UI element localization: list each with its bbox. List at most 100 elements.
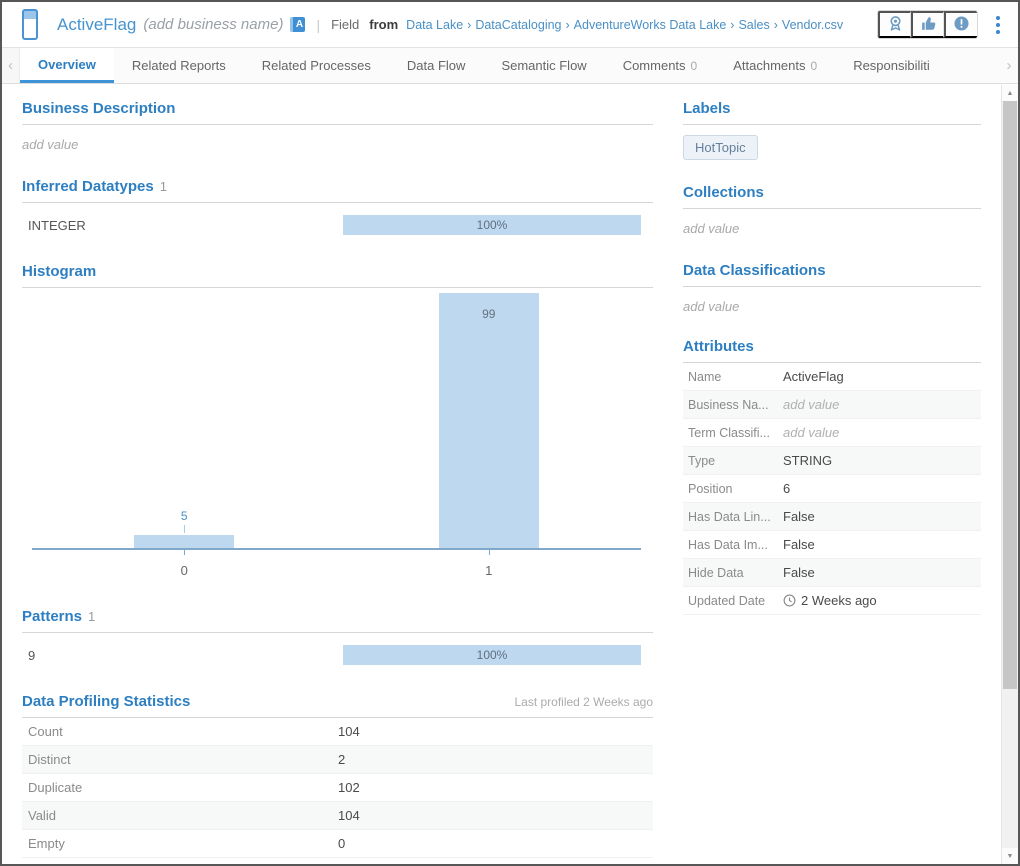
table-row: Hide Data False [683, 559, 981, 587]
collections-heading: Collections [683, 184, 981, 209]
table-row: Has Data Lin... False [683, 503, 981, 531]
section-attributes: Attributes Name ActiveFlag Business Na...… [683, 338, 981, 615]
table-row: Position 6 [683, 475, 981, 503]
attachments-count: 0 [810, 58, 818, 73]
collections-add-value[interactable]: add value [683, 221, 740, 236]
table-row: Count 104 [22, 718, 653, 746]
profiling-table: Count 104 Distinct 2 Duplicate 102 Valid 104… [22, 718, 653, 858]
table-row: Valid 104 [22, 802, 653, 830]
tabs-scroll-left-icon[interactable]: ‹ [2, 48, 20, 83]
tab-related-processes[interactable]: Related Processes [261, 58, 371, 73]
header-action-group [877, 10, 978, 39]
scrollbar-up-arrow[interactable]: ▲ [1002, 85, 1018, 101]
table-row: Distinct 2 [22, 746, 653, 774]
overview-content: Business Description add value Inferred … [2, 84, 1018, 863]
section-data-profiling-statistics: Data Profiling Statistics Last profiled 2… [22, 693, 653, 858]
axis-tick-label: 1 [485, 563, 493, 578]
tab-data-flow[interactable]: Data Flow [406, 58, 466, 73]
breadcrumb-link-vendor-csv[interactable]: Vendor.csv [781, 17, 844, 32]
page-title: ActiveFlag [57, 14, 137, 34]
patterns-count: 1 [88, 609, 96, 624]
section-patterns: Patterns 1 9 100% [22, 608, 653, 669]
histogram-x-axis [32, 548, 641, 550]
field-column-icon [22, 9, 38, 40]
scrollbar-thumb[interactable] [1003, 101, 1017, 689]
axis-tick-label: 0 [180, 563, 188, 578]
tab-bar: ‹ Overview Related Reports Related Proce… [2, 48, 1018, 84]
header-divider: | [316, 16, 321, 33]
patterns-heading: Patterns 1 [22, 608, 653, 633]
data-classifications-heading: Data Classifications [683, 262, 981, 287]
more-menu-icon[interactable] [990, 13, 1006, 37]
tab-related-reports[interactable]: Related Reports [131, 58, 226, 73]
table-row: Type STRING [683, 447, 981, 475]
table-row: Name ActiveFlag [683, 363, 981, 391]
thumbs-up-icon [920, 15, 937, 35]
table-row: Business Na... add value [683, 391, 981, 419]
tab-attachments[interactable]: Attachments 0 [733, 58, 818, 73]
table-row: Term Classifi... add value [683, 419, 981, 447]
tab-overview[interactable]: Overview [20, 48, 114, 83]
datatype-row: INTEGER 100% [22, 211, 653, 239]
breadcrumb-separator: › [467, 17, 472, 32]
business-name-placeholder[interactable]: (add business name) [143, 16, 284, 33]
section-labels: Labels HotTopic [683, 100, 981, 160]
bar-label-leader-line [184, 525, 186, 533]
table-row: Updated Date 2 Weeks ago [683, 587, 981, 615]
section-histogram: Histogram 0 5 1 99 [22, 263, 653, 588]
certify-button[interactable] [878, 11, 911, 38]
issue-button[interactable] [944, 11, 977, 38]
tab-comments[interactable]: Comments 0 [622, 58, 698, 73]
axis-tick [488, 550, 490, 555]
entity-header: ActiveFlag (add business name) A | Field… [2, 2, 1018, 48]
data-classifications-add-value[interactable]: add value [683, 299, 740, 314]
certify-icon [887, 15, 904, 35]
breadcrumb-separator: › [773, 17, 778, 32]
tab-semantic-flow[interactable]: Semantic Flow [501, 58, 587, 73]
bar-value-label: 5 [180, 509, 188, 523]
right-column: Labels HotTopic Collections add value Da… [683, 84, 981, 863]
histogram-plot: 0 5 1 99 [22, 292, 653, 588]
breadcrumb-link-datacataloging[interactable]: DataCataloging [475, 17, 562, 32]
tab-responsibilities[interactable]: Responsibiliti [853, 58, 930, 73]
bar-value-label: 99 [482, 307, 496, 321]
alert-icon [953, 15, 970, 35]
clock-icon [783, 594, 796, 607]
histogram-bar [438, 293, 539, 548]
header-actions [877, 10, 1006, 39]
breadcrumb-link-adventureworks[interactable]: AdventureWorks Data Lake [573, 17, 727, 32]
business-name-add-value[interactable]: add value [783, 397, 840, 412]
scrollbar-down-arrow[interactable]: ▼ [1002, 848, 1018, 864]
tabs-scroll-right-icon[interactable]: › [1006, 57, 1012, 74]
auto-tag-badge: A [290, 17, 306, 32]
section-data-classifications: Data Classifications add value [683, 262, 981, 314]
profiling-heading: Data Profiling Statistics Last profiled 2… [22, 693, 653, 718]
axis-tick [184, 550, 186, 555]
left-column: Business Description add value Inferred … [22, 84, 653, 863]
label-chip-hottopic[interactable]: HotTopic [683, 135, 758, 160]
table-row: Empty 0 [22, 830, 653, 858]
section-collections: Collections add value [683, 184, 981, 236]
breadcrumb-link-sales[interactable]: Sales [738, 17, 770, 32]
last-profiled-note: Last profiled 2 Weeks ago [514, 695, 653, 709]
like-button[interactable] [911, 11, 944, 38]
breadcrumb-link-data-lake[interactable]: Data Lake [406, 17, 464, 32]
business-description-heading: Business Description [22, 100, 653, 125]
section-business-description: Business Description add value [22, 100, 653, 152]
pattern-name: 9 [28, 647, 36, 663]
from-label: from [369, 17, 399, 32]
breadcrumb-separator: › [565, 17, 570, 32]
pattern-row: 9 100% [22, 641, 653, 669]
vertical-scrollbar: ▲ ▼ [1001, 85, 1018, 864]
pattern-percent-track: 100% [343, 645, 641, 665]
inferred-datatypes-count: 1 [159, 179, 167, 194]
breadcrumb-separator: › [730, 17, 735, 32]
attributes-heading: Attributes [683, 338, 981, 363]
pattern-percent-bar: 100% [343, 645, 641, 665]
business-description-add-value[interactable]: add value [22, 137, 79, 152]
asset-type-label: Field [331, 17, 360, 32]
term-classification-add-value[interactable]: add value [783, 425, 840, 440]
attributes-table: Name ActiveFlag Business Na... add value T… [683, 363, 981, 615]
datatype-percent-track: 100% [343, 215, 641, 235]
